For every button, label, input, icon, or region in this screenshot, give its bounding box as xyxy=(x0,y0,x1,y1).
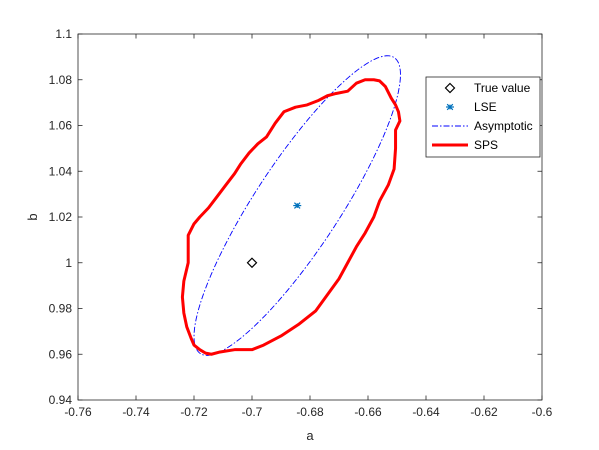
asymptotic-ellipse xyxy=(193,55,401,356)
y-tick-label: 0.98 xyxy=(49,302,73,316)
legend: True value LSE Asymptotic SPS xyxy=(425,76,541,158)
x-tick-label: -0.72 xyxy=(180,405,208,419)
x-tick-label: -0.74 xyxy=(122,405,150,419)
legend-true-value-icon xyxy=(444,82,456,94)
x-tick-label: -0.6 xyxy=(532,405,553,419)
legend-lse-icon xyxy=(446,103,454,111)
y-axis-label: b xyxy=(25,213,40,220)
y-tick-label: 0.94 xyxy=(49,393,73,407)
y-tick-label: 1.02 xyxy=(49,210,73,224)
x-tick-label: -0.62 xyxy=(470,405,498,419)
y-tick-label: 1.1 xyxy=(55,27,72,41)
x-tick-label: -0.64 xyxy=(412,405,440,419)
x-tick-label: -0.76 xyxy=(64,405,92,419)
legend-entry-label: LSE xyxy=(474,100,497,114)
series-layer xyxy=(180,55,402,356)
x-axis-label: a xyxy=(306,428,314,443)
lse-marker xyxy=(293,202,302,209)
y-tick-label: 1.08 xyxy=(49,73,73,87)
legend-entry-label: True value xyxy=(474,81,531,95)
axes-layer: -0.76 -0.74 -0.72 -0.7 -0.68 -0.66 -0.64 -0.62 -… xyxy=(49,27,553,419)
true-value-marker xyxy=(246,257,258,269)
y-tick-label: 1.06 xyxy=(49,119,73,133)
legend-entry-label: SPS xyxy=(474,138,498,152)
y-tick-label: 0.96 xyxy=(49,347,73,361)
y-tick-label: 1 xyxy=(65,256,72,270)
y-tick-label: 1.04 xyxy=(49,164,73,178)
legend-entry-label: Asymptotic xyxy=(474,119,533,133)
x-tick-label: -0.66 xyxy=(354,405,382,419)
x-tick-label: -0.7 xyxy=(242,405,263,419)
x-tick-label: -0.68 xyxy=(296,405,324,419)
sps-region-line xyxy=(180,78,402,356)
